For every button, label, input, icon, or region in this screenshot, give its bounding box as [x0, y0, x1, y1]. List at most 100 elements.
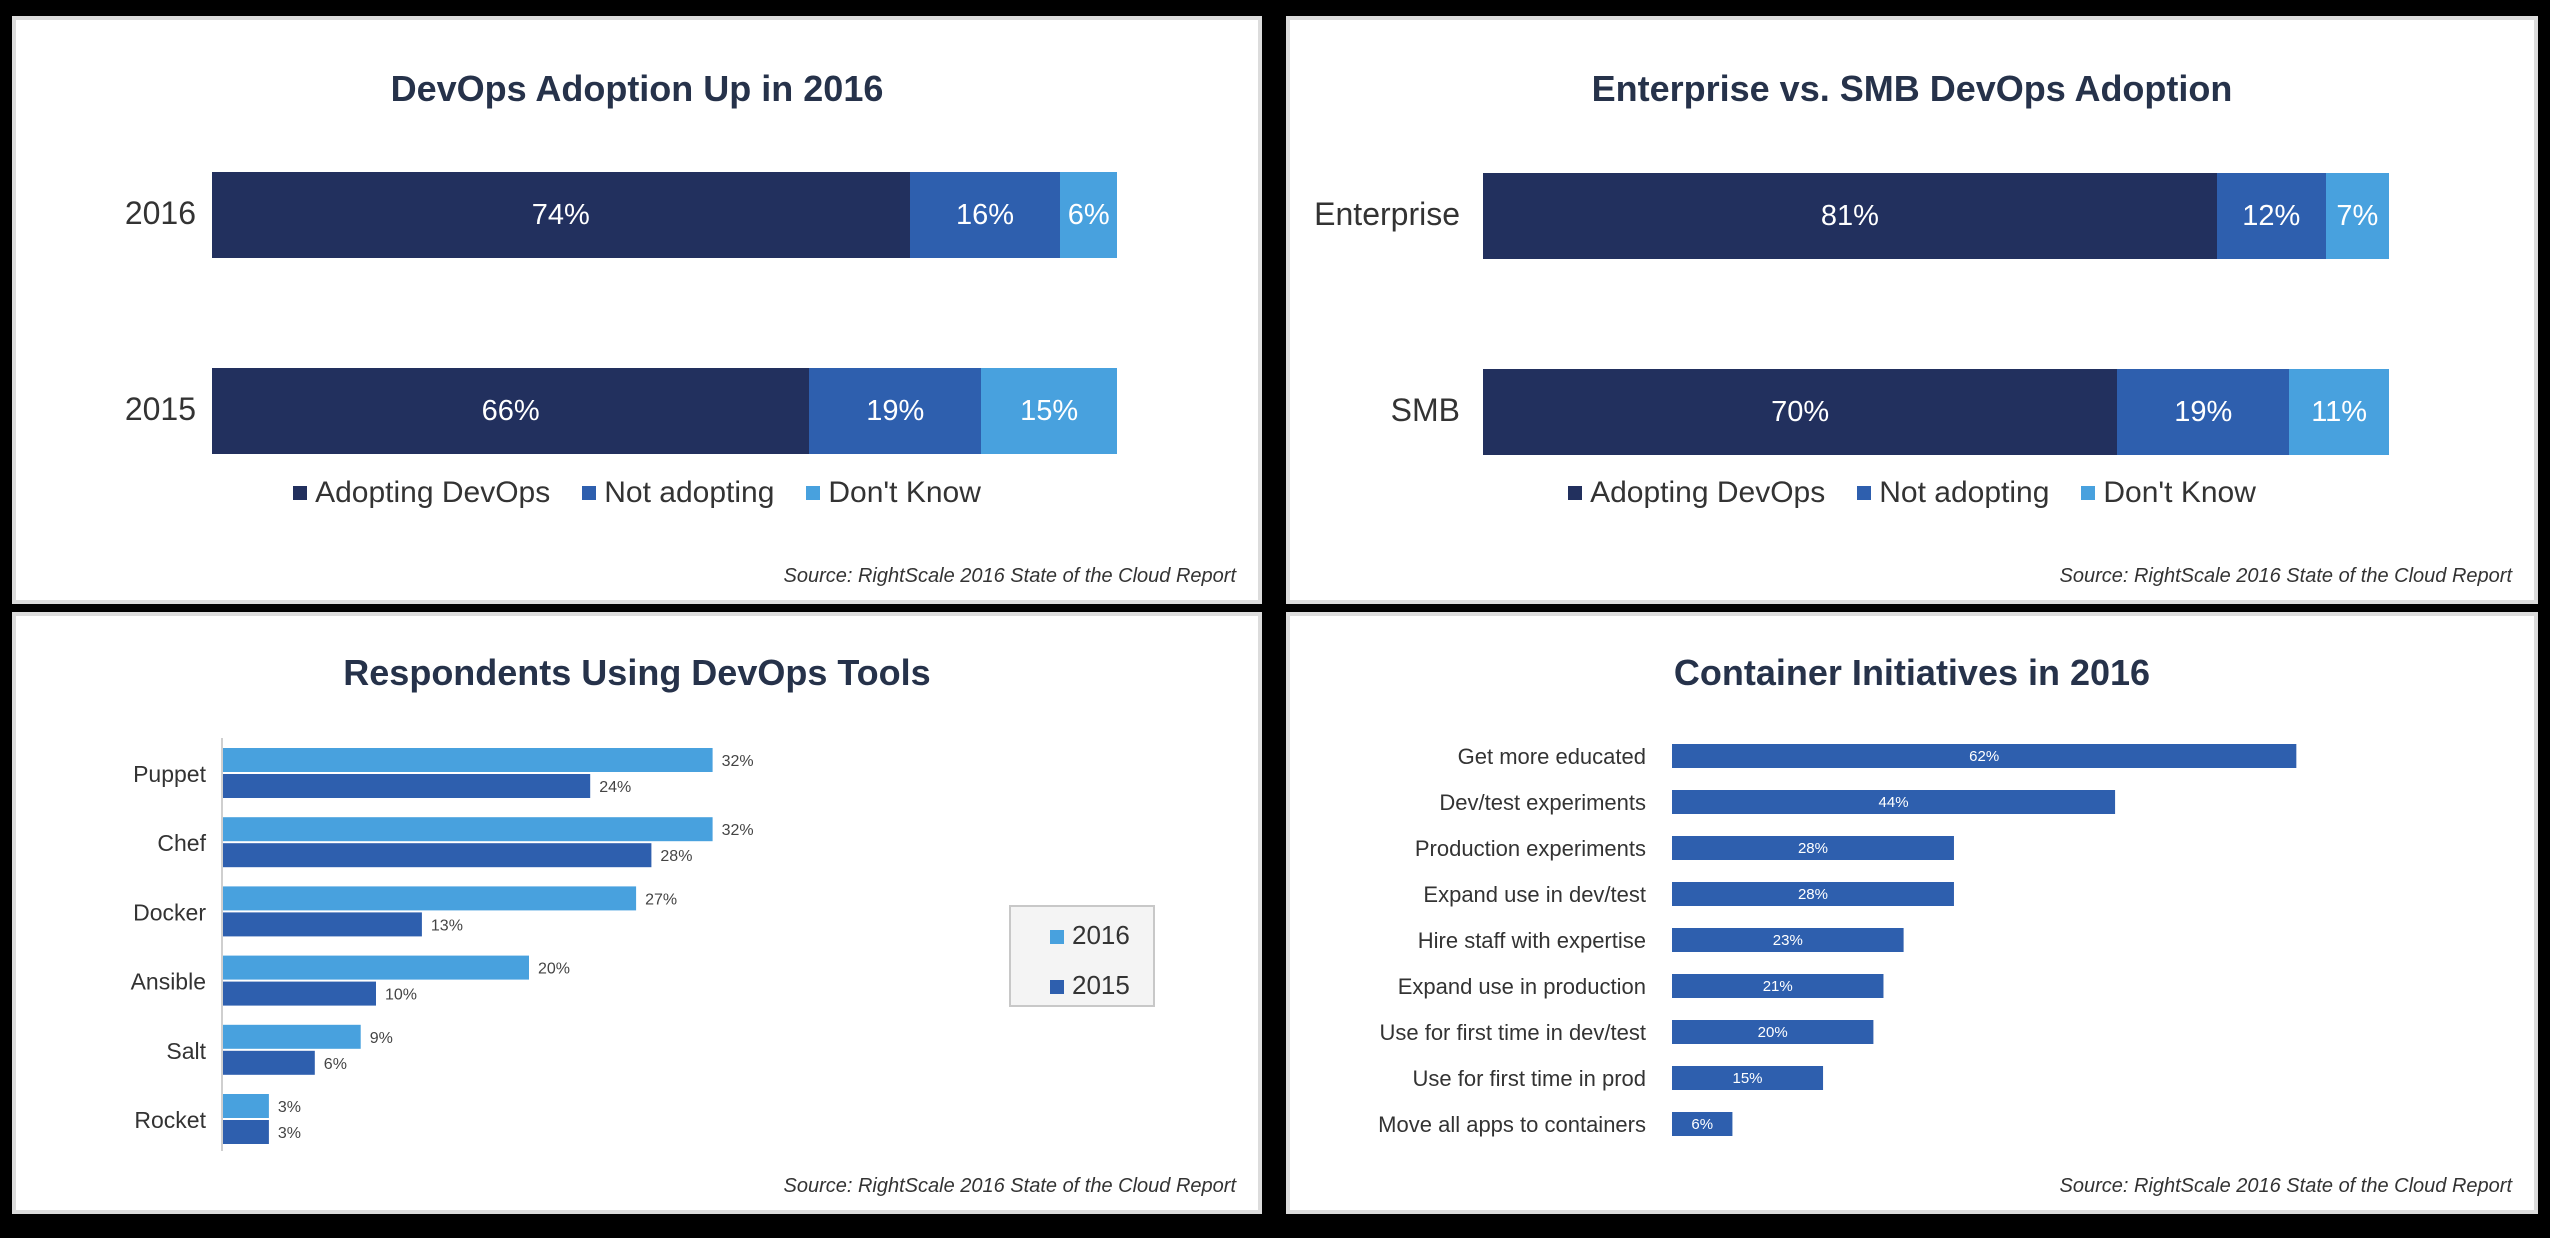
- legend-item-not-adopting: Not adopting: [1857, 476, 2049, 510]
- data-label: 6%: [1691, 1116, 1713, 1133]
- legend-swatch: [1050, 930, 1064, 944]
- category-label: Use for first time in prod: [1412, 1066, 1646, 1091]
- bar-seg-dont-know: 7%: [2325, 173, 2389, 259]
- data-label: 19%: [2174, 395, 2233, 428]
- bar-seg-not-adopting: 12%: [2216, 173, 2326, 259]
- category-label: Docker: [133, 899, 206, 925]
- legend-box: [1009, 905, 1155, 1007]
- category-label: SMB: [1390, 392, 1460, 428]
- chart-legend: Adopting DevOps Not adopting Don't Know: [1290, 476, 2534, 510]
- data-label: 7%: [2336, 199, 2379, 232]
- legend-swatch: [293, 486, 308, 500]
- data-label: 6%: [1067, 198, 1110, 231]
- chart-title: Enterprise vs. SMB DevOps Adoption: [1591, 68, 2233, 109]
- bar-2015: [223, 843, 652, 868]
- chart-source: Source: RightScale 2016 State of the Clo…: [783, 565, 1237, 587]
- chart-legend: Adopting DevOps Not adopting Don't Know: [16, 476, 1258, 510]
- data-label: 19%: [866, 394, 925, 427]
- legend-label: 2015: [1072, 970, 1130, 1000]
- data-label: 15%: [1733, 1070, 1763, 1087]
- category-label: Enterprise: [1314, 196, 1460, 232]
- legend-label: Adopting DevOps: [1590, 476, 1826, 509]
- container-chart: Get more educated 62% Dev/test experiments…: [1378, 744, 2297, 1137]
- bar-2015: [223, 1050, 315, 1075]
- legend-item-not-adopting: Not adopting: [582, 476, 774, 510]
- data-label: 15%: [1020, 394, 1079, 427]
- bar-seg-not-adopting: 19%: [809, 368, 982, 454]
- bar-2015: [223, 912, 422, 937]
- data-label: 3%: [278, 1099, 301, 1116]
- bar-2016: [223, 817, 713, 842]
- legend-swatch: [1857, 486, 1872, 500]
- data-label: 28%: [1798, 840, 1828, 857]
- chart-source: Source: RightScale 2016 State of the Clo…: [783, 1175, 1237, 1197]
- bar-value: [1672, 928, 1904, 952]
- category-label: Hire staff with expertise: [1418, 928, 1646, 953]
- data-label: 62%: [1969, 748, 1999, 765]
- category-label: Expand use in dev/test: [1423, 882, 1646, 907]
- chart-title: Respondents Using DevOps Tools: [343, 652, 931, 693]
- legend-label: Not adopting: [1879, 476, 2050, 509]
- data-label: 9%: [370, 1030, 393, 1047]
- bar-seg-not-adopting: 19%: [2117, 369, 2290, 455]
- bar-value: [1672, 1020, 1874, 1044]
- category-label: 2015: [124, 391, 196, 427]
- data-label: 28%: [660, 848, 692, 865]
- bar-seg-adopting: 81%: [1483, 173, 2217, 259]
- legend-item-dont-know: Don't Know: [2081, 476, 2256, 510]
- data-label: 32%: [722, 822, 754, 839]
- chart-panel-container-initiatives: Container Initiatives in 2016 Get more e…: [1286, 612, 2538, 1214]
- bar-2016: [223, 886, 637, 911]
- chart-title: DevOps Adoption Up in 2016: [390, 68, 884, 109]
- data-label: 16%: [955, 198, 1015, 231]
- category-label: Ansible: [131, 969, 206, 995]
- category-label: Use for first time in dev/test: [1379, 1020, 1646, 1045]
- data-label: 3%: [278, 1125, 301, 1142]
- chart-source: Source: RightScale 2016 State of the Clo…: [2059, 565, 2513, 587]
- data-label: 32%: [722, 753, 754, 770]
- legend-label: Don't Know: [828, 476, 981, 509]
- bar-seg-dont-know: 15%: [981, 368, 1117, 454]
- bar-value: [1672, 1066, 1824, 1090]
- chart-source: Source: RightScale 2016 State of the Clo…: [2059, 1175, 2513, 1197]
- bar-value: [1672, 974, 1884, 998]
- data-label: 20%: [1758, 1024, 1788, 1041]
- bar-2016: [223, 748, 713, 772]
- chart-title: Container Initiatives in 2016: [1673, 652, 2151, 693]
- category-label: Move all apps to containers: [1378, 1112, 1646, 1137]
- category-label: Chef: [157, 830, 206, 856]
- data-label: 44%: [1879, 794, 1909, 811]
- legend-swatch: [1568, 486, 1583, 500]
- legend-label: 2016: [1072, 920, 1130, 950]
- bar-value: [1672, 836, 1954, 860]
- category-label: Rocket: [134, 1107, 206, 1133]
- category-label: Dev/test experiments: [1439, 790, 1646, 815]
- data-label: 27%: [645, 891, 677, 908]
- category-label: 2016: [124, 195, 196, 231]
- data-label: 10%: [385, 987, 417, 1004]
- bar-value: [1672, 882, 1954, 906]
- bar-2016: [223, 955, 529, 980]
- legend-item-adopting: Adopting DevOps: [1568, 476, 1825, 510]
- category-label: Puppet: [133, 761, 207, 787]
- legend-label: Don't Know: [2103, 476, 2256, 509]
- data-label: 28%: [1798, 886, 1828, 903]
- bar-2015: [223, 981, 376, 1006]
- bar-seg-adopting: 66%: [212, 368, 810, 454]
- legend-item-dont-know: Don't Know: [806, 476, 981, 510]
- data-label: 11%: [2311, 395, 2368, 428]
- legend-item-adopting: Adopting DevOps: [293, 476, 550, 510]
- data-label: 66%: [481, 394, 540, 427]
- data-label: 81%: [1820, 199, 1879, 232]
- chart-panel-devops-tools: Respondents Using DevOps Tools Puppet 32%…: [12, 612, 1262, 1214]
- chart-panel-enterprise-smb: Enterprise vs. SMB DevOps Adoption Enter…: [1286, 16, 2538, 604]
- data-label: 13%: [431, 917, 463, 934]
- legend-swatch: [2081, 486, 2096, 500]
- legend-label: Not adopting: [604, 476, 775, 509]
- bar-value: [1672, 744, 2297, 768]
- bar-seg-adopting: 74%: [212, 172, 910, 258]
- data-label: 20%: [538, 961, 570, 978]
- legend-swatch: [582, 486, 597, 500]
- tools-chart: Puppet 32% 24% Chef 32% 28% Docker 27% 13% Ansibl…: [131, 738, 1155, 1151]
- bar-seg-dont-know: 6%: [1060, 172, 1117, 258]
